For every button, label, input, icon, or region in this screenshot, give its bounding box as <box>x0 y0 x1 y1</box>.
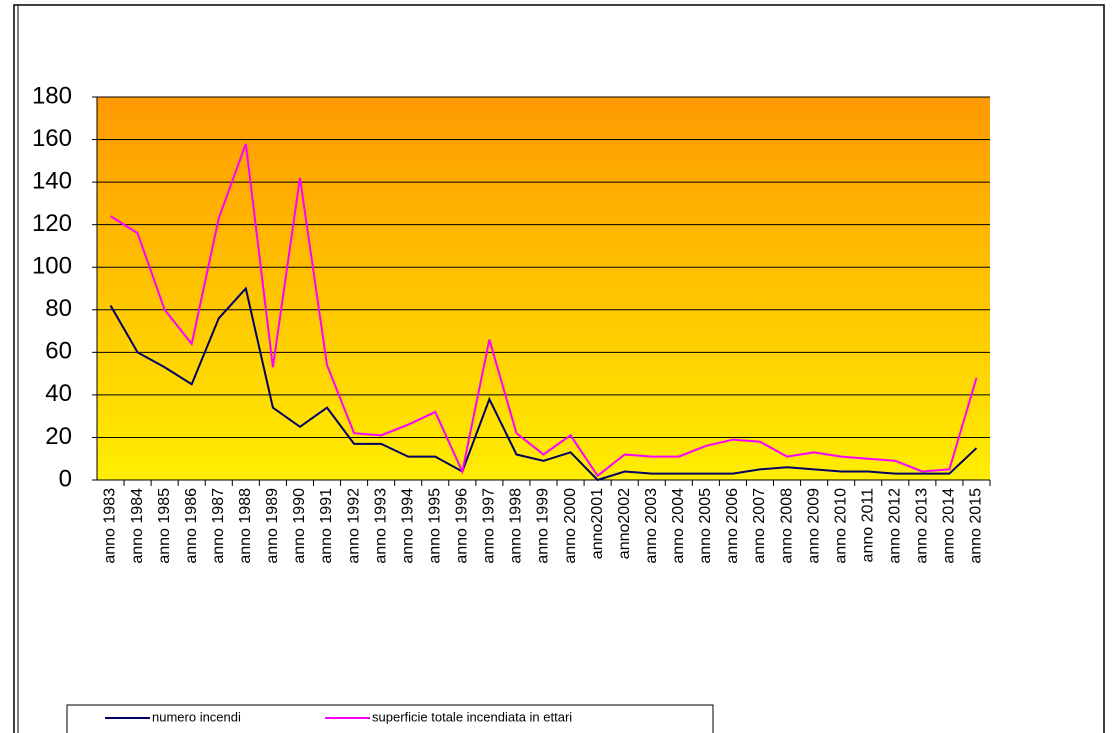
x-tick-label: anno 2015 <box>968 488 985 564</box>
frame <box>13 4 1105 733</box>
series-line <box>109 143 978 478</box>
y-tick-label: 80 <box>45 295 72 322</box>
x-tick-label: anno 1992 <box>345 488 362 564</box>
x-tick-label: anno 2007 <box>751 488 768 564</box>
x-tick-label: anno 1996 <box>454 488 471 564</box>
x-tick-label: anno 1999 <box>535 488 552 564</box>
y-tick-label: 100 <box>32 253 72 280</box>
x-tick-label: anno 2013 <box>914 488 931 564</box>
x-tick-label: anno 2004 <box>670 488 687 564</box>
legend <box>66 704 714 733</box>
x-tick-label: anno 2005 <box>697 488 714 564</box>
y-tick-label: 60 <box>45 338 72 365</box>
x-tick-label: anno 2014 <box>941 488 958 564</box>
x-tick-label: anno 1991 <box>318 488 335 564</box>
x-tick-label: anno 1984 <box>129 488 146 564</box>
y-tick-label: 40 <box>45 380 72 407</box>
x-tick-label: anno 1995 <box>426 488 443 564</box>
x-tick-label: anno 1994 <box>399 488 416 564</box>
x-tick-label: anno 1983 <box>102 488 119 564</box>
x-tick-label: anno 1990 <box>291 488 308 564</box>
x-tick-label: anno 1998 <box>508 488 525 564</box>
x-tick-label: anno 2012 <box>887 488 904 564</box>
legend-label: superficie totale incendiata in ettari <box>372 709 572 724</box>
x-tick-label: anno 2011 <box>859 488 876 563</box>
x-tick-label: anno 2010 <box>832 488 849 564</box>
x-tick-label: anno 1985 <box>156 488 173 564</box>
x-tick-label: anno 1986 <box>183 488 200 564</box>
x-tick-label: anno 2003 <box>643 488 660 564</box>
x-tick-label: anno 1989 <box>264 488 281 564</box>
y-tick-label: 160 <box>32 125 72 152</box>
y-tick-label: 140 <box>32 167 72 194</box>
x-tick-label: anno 1993 <box>372 488 389 564</box>
x-tick-label: anno 1987 <box>210 488 227 564</box>
x-tick-label: anno2001 <box>589 488 606 559</box>
legend-label: numero incendi <box>152 709 241 724</box>
y-tick-label: 0 <box>59 465 72 492</box>
y-tick-label: 120 <box>32 210 72 237</box>
x-tick-label: anno 2008 <box>778 488 795 564</box>
x-tick-label: anno 1997 <box>481 488 498 564</box>
x-tick-label: anno 2000 <box>562 488 579 564</box>
y-tick-label: 20 <box>45 423 72 450</box>
x-tick-label: anno 2009 <box>805 488 822 564</box>
series-line <box>109 286 978 482</box>
x-tick-label: anno 1988 <box>237 488 254 564</box>
y-tick-label: 180 <box>32 82 72 109</box>
x-tick-label: anno 2006 <box>724 488 741 564</box>
plot-area <box>97 97 990 480</box>
x-tick-label: anno2002 <box>616 488 633 559</box>
